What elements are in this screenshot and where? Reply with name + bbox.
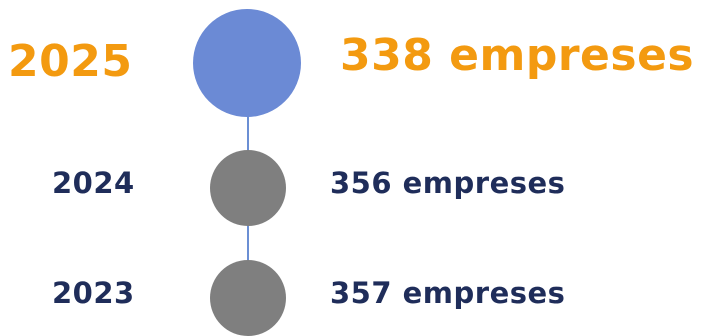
- timeline-count-2024: 356 empreses: [330, 166, 566, 200]
- timeline-year-2023: 2023: [52, 276, 135, 310]
- timeline-dot-2023: [210, 260, 286, 336]
- timeline-count-2025: 338 empreses: [340, 30, 695, 81]
- timeline-year-2024: 2024: [52, 166, 135, 200]
- timeline-connector: [247, 220, 249, 266]
- timeline-connector: [247, 112, 249, 158]
- timeline-dot-current: [193, 9, 301, 117]
- timeline-year-2025: 2025: [8, 36, 133, 87]
- timeline-count-2023: 357 empreses: [330, 276, 566, 310]
- timeline-dot-2024: [210, 150, 286, 226]
